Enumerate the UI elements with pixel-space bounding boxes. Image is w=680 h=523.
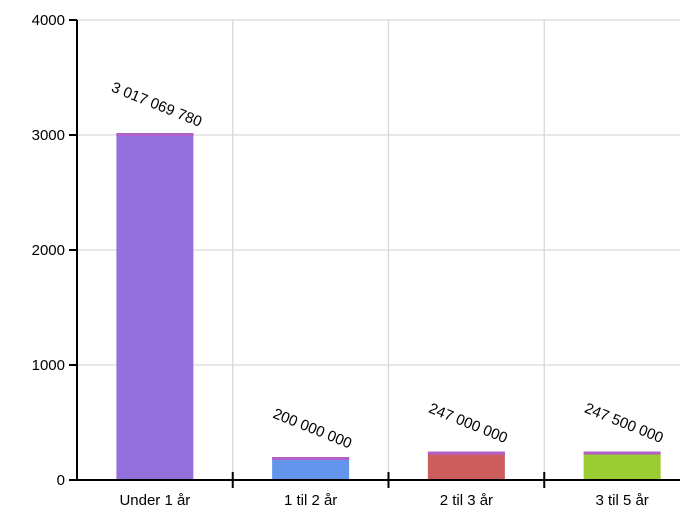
- x-tick-label: 3 til 5 år: [595, 492, 648, 509]
- y-tick-label: 4000: [32, 12, 65, 29]
- data-label: 247 500 000: [582, 400, 666, 447]
- bar: [272, 457, 349, 480]
- bar: [116, 133, 193, 480]
- y-tick-label: 3000: [32, 127, 65, 144]
- bar-cap: [272, 457, 349, 460]
- bar-cap: [428, 452, 505, 455]
- data-label: 200 000 000: [270, 405, 354, 452]
- y-tick-label: 1000: [32, 357, 65, 374]
- bar: [428, 452, 505, 480]
- y-tick-label: 0: [57, 472, 65, 489]
- x-tick-label: Under 1 år: [119, 492, 190, 509]
- y-tick-label: 2000: [32, 242, 65, 259]
- bar-cap: [584, 452, 661, 455]
- x-tick-label: 1 til 2 år: [284, 492, 337, 509]
- data-label: 247 000 000: [426, 400, 510, 447]
- bar: [584, 452, 661, 480]
- bar-cap: [116, 133, 193, 136]
- data-label: 3 017 069 780: [109, 79, 204, 131]
- x-tick-label: 2 til 3 år: [440, 492, 493, 509]
